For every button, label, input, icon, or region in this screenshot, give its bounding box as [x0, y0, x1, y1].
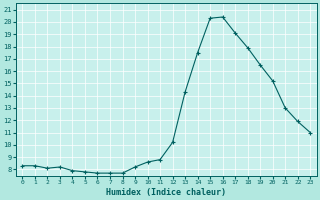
X-axis label: Humidex (Indice chaleur): Humidex (Indice chaleur)	[106, 188, 226, 197]
